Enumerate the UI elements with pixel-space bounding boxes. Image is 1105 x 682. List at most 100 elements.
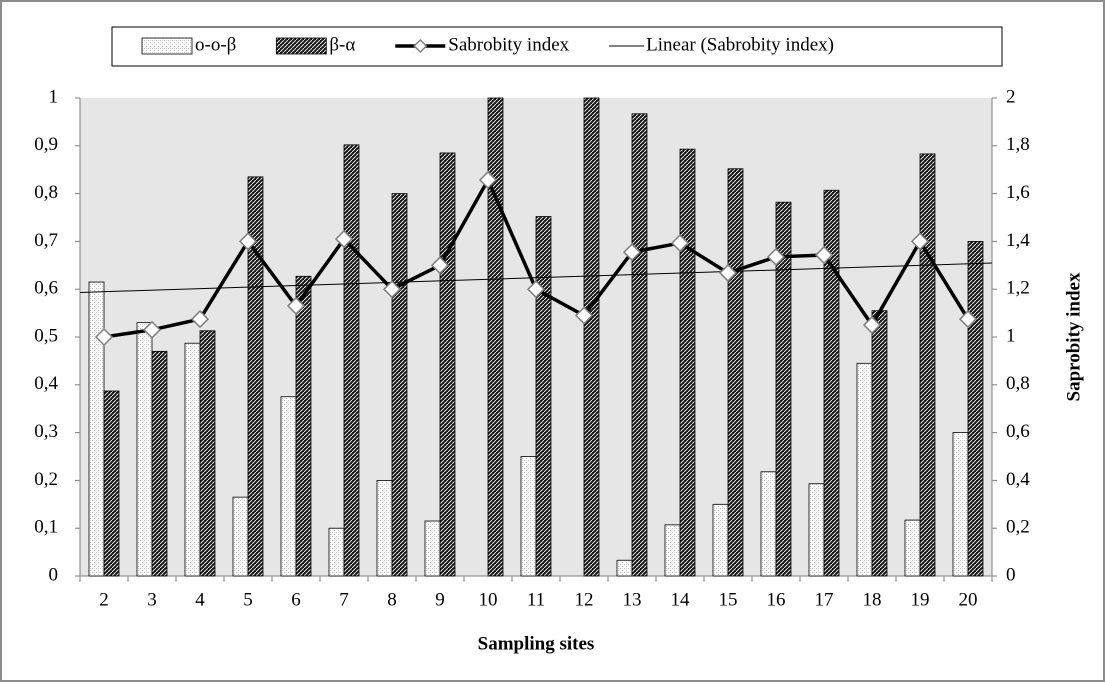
- bar: [664, 524, 681, 577]
- trendline: [79, 262, 993, 293]
- legend-label: Linear (Sabrobity index): [646, 34, 834, 55]
- y-tick-label: 1: [49, 86, 59, 107]
- bar: [343, 144, 360, 577]
- x-tick-label: 18: [863, 589, 882, 610]
- bar: [871, 310, 888, 577]
- y-tick-label: 0,7: [34, 230, 58, 251]
- bar: [631, 113, 648, 577]
- bar: [328, 527, 345, 577]
- bar: [904, 519, 921, 577]
- y2-tick-label: 1,8: [1006, 134, 1030, 155]
- y-tick-label: 0,6: [34, 278, 58, 299]
- legend-label: Sabrobity index: [448, 34, 569, 55]
- bar: [199, 330, 216, 577]
- line-marker: [94, 327, 114, 347]
- bar: [856, 362, 873, 577]
- bar: [136, 322, 153, 577]
- x-tick-label: 13: [623, 589, 642, 610]
- y2-tick-label: 0,4: [1006, 469, 1030, 490]
- bar: [391, 193, 408, 577]
- legend-swatch: [141, 37, 193, 55]
- line-marker: [286, 296, 306, 315]
- bar: [88, 281, 105, 577]
- legend-box: [111, 26, 1003, 67]
- line-marker: [814, 245, 834, 265]
- y-tick-label: 0,9: [34, 134, 58, 155]
- y-tick-label: 0,1: [34, 517, 58, 538]
- x-tick-label: 16: [767, 589, 786, 610]
- bar: [952, 432, 969, 577]
- bar: [967, 240, 984, 577]
- bar: [280, 396, 297, 577]
- x-tick-label: 7: [339, 589, 349, 610]
- bar: [535, 216, 552, 577]
- x-tick-label: 10: [479, 589, 498, 610]
- bar: [775, 201, 792, 577]
- bar: [712, 503, 729, 577]
- y2-tick-label: 2: [1006, 86, 1016, 107]
- line-marker: [862, 315, 882, 335]
- bar: [520, 456, 537, 577]
- y2-tick-label: 0: [1006, 564, 1016, 585]
- y2-tick-label: 0,6: [1006, 421, 1030, 442]
- line-marker: [190, 310, 210, 329]
- x-tick-label: 8: [387, 589, 397, 610]
- bar: [583, 97, 600, 577]
- bar: [103, 390, 120, 577]
- bar: [919, 153, 936, 577]
- x-axis-title: Sampling sites: [478, 633, 595, 654]
- x-tick-label: 20: [959, 589, 978, 610]
- x-tick-label: 6: [291, 589, 301, 610]
- line-marker: [910, 232, 930, 251]
- line-marker: [670, 234, 690, 253]
- y-tick-label: 0,8: [34, 182, 58, 203]
- bar: [760, 471, 777, 577]
- x-tick-label: 3: [147, 589, 157, 610]
- line-marker: [142, 320, 162, 339]
- legend-swatch: [275, 37, 327, 55]
- line-marker: [238, 232, 258, 251]
- y2-tick-label: 1,2: [1006, 278, 1030, 299]
- line-marker: [334, 229, 354, 249]
- bar: [439, 152, 456, 577]
- y-tick-label: 0,3: [34, 421, 58, 442]
- y2-tick-label: 1,4: [1006, 230, 1030, 251]
- x-tick-label: 17: [815, 589, 834, 610]
- y-tick-label: 0,4: [34, 373, 58, 394]
- legend-label: β-α: [329, 34, 355, 55]
- legend-swatch: [413, 38, 428, 54]
- bar: [727, 168, 744, 577]
- legend-label: o-o-β: [195, 34, 236, 55]
- y-tick-label: 0,2: [34, 469, 58, 490]
- y-tick-label: 0: [49, 564, 59, 585]
- y2-axis-title: Saprobity index: [1063, 272, 1084, 401]
- line-marker: [382, 280, 402, 299]
- line-marker: [958, 310, 978, 329]
- x-tick-label: 11: [527, 589, 545, 610]
- line-marker: [622, 243, 642, 262]
- x-tick-label: 19: [911, 589, 930, 610]
- y2-tick-label: 1,6: [1006, 182, 1030, 203]
- x-tick-label: 9: [435, 589, 445, 610]
- x-tick-label: 2: [99, 589, 109, 610]
- bar: [151, 350, 168, 577]
- x-tick-label: 14: [671, 589, 691, 610]
- line-marker: [766, 247, 786, 266]
- bar: [679, 148, 696, 577]
- x-tick-label: 15: [719, 589, 738, 610]
- line-marker: [574, 306, 594, 325]
- bar: [184, 342, 201, 577]
- bar: [232, 496, 249, 577]
- y2-tick-label: 0,2: [1006, 517, 1030, 538]
- y2-tick-label: 1: [1006, 325, 1016, 346]
- line-marker: [478, 170, 498, 190]
- bar: [823, 189, 840, 577]
- y2-tick-label: 0,8: [1006, 373, 1030, 394]
- x-tick-label: 5: [243, 589, 253, 610]
- bar: [247, 176, 264, 577]
- x-tick-label: 4: [195, 589, 205, 610]
- bar: [808, 483, 825, 577]
- bar: [616, 559, 633, 577]
- bar: [487, 97, 504, 577]
